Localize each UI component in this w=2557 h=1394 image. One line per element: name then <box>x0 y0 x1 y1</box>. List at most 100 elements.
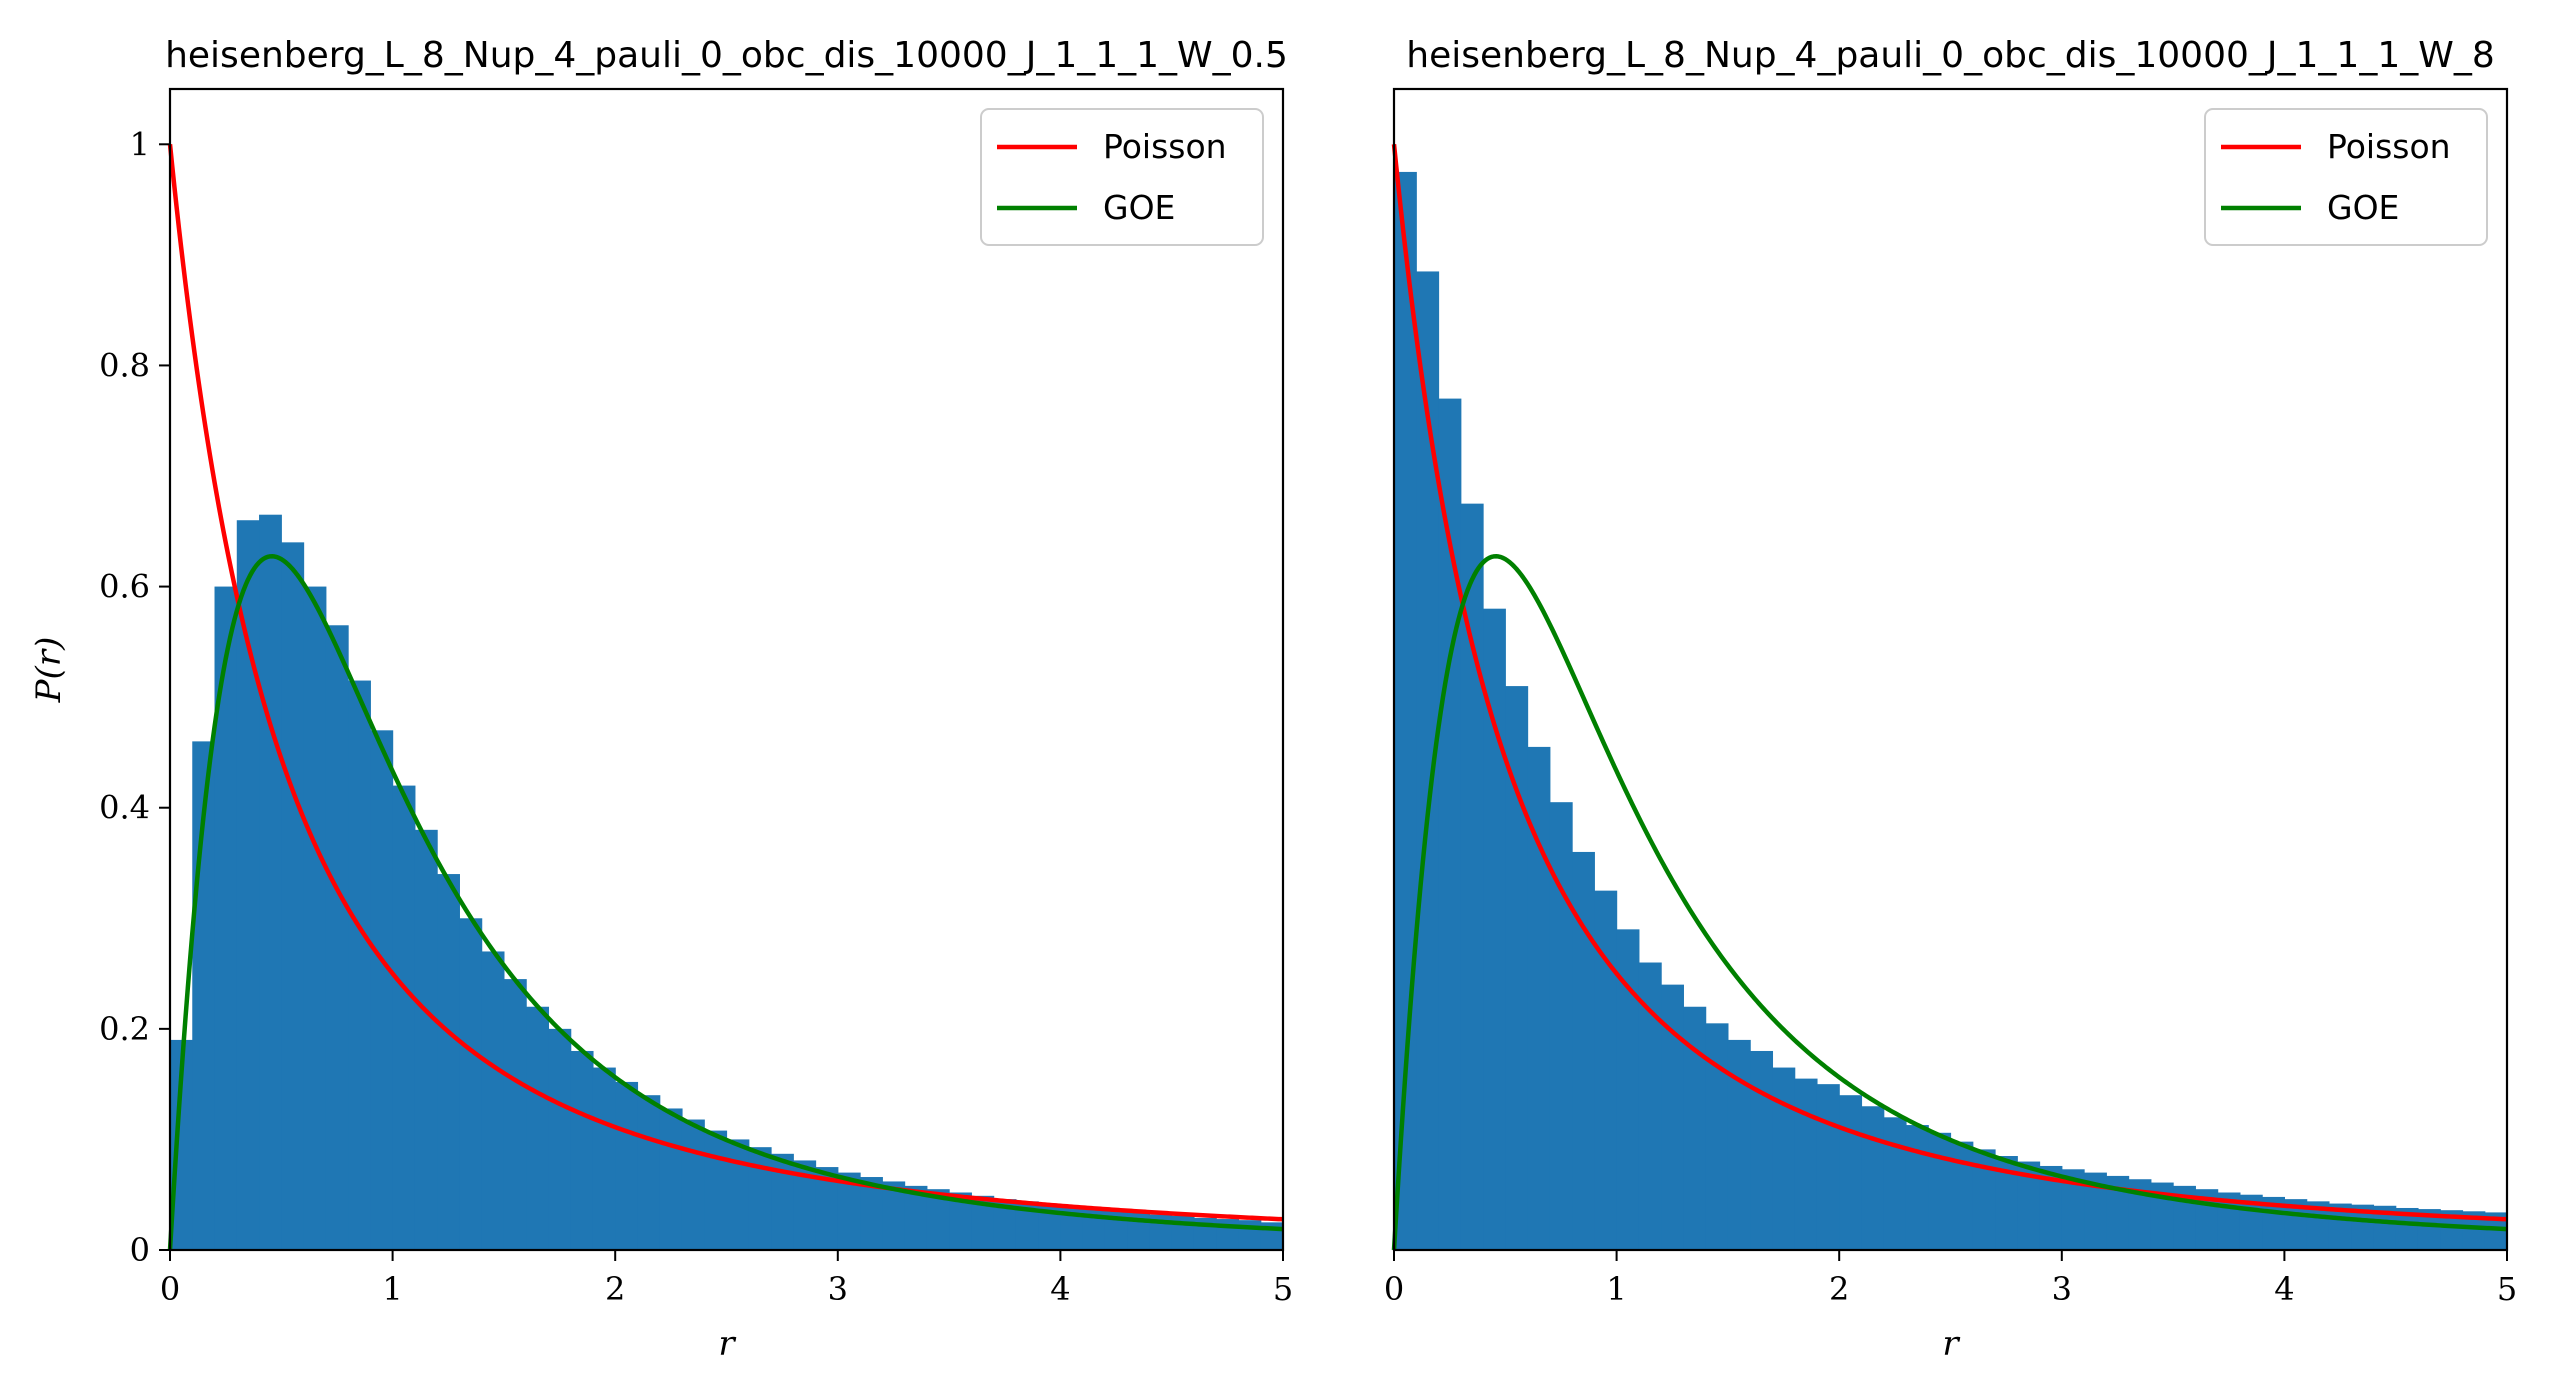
histogram-bar <box>1972 1149 1996 1250</box>
histogram-bar <box>526 1006 550 1250</box>
histogram-bar <box>1928 1132 1952 1250</box>
histogram-bar <box>2395 1207 2419 1250</box>
histogram-bar <box>259 514 282 1250</box>
histogram-bar <box>1883 1117 1907 1250</box>
axes-frame <box>168 87 1285 1252</box>
histogram-bar <box>748 1147 772 1250</box>
histogram-bar <box>503 979 527 1250</box>
histogram-bar <box>1594 890 1618 1250</box>
legend-box <box>2204 108 2488 246</box>
histogram-bar <box>2106 1175 2130 1250</box>
histogram-bar <box>1505 686 1529 1250</box>
histogram-bar <box>1750 1050 1774 1250</box>
histogram-bar <box>949 1192 972 1250</box>
histogram-bar <box>2084 1172 2107 1250</box>
goe-curve-line <box>1391 554 2508 1251</box>
histogram-bar <box>370 730 394 1250</box>
histogram-bar <box>904 1185 928 1250</box>
histogram-bar <box>2061 1169 2085 1250</box>
histogram-bar <box>659 1108 683 1250</box>
histogram-bar <box>1616 929 1640 1250</box>
y-tick-label: 0.2 <box>99 1010 150 1048</box>
histogram-bar <box>1995 1156 2018 1250</box>
chart-title: heisenberg_L_8_Nup_4_pauli_0_obc_dis_100… <box>1406 35 2494 76</box>
histogram-bar <box>726 1139 750 1250</box>
poisson-legend-label: Poisson <box>1103 127 1227 166</box>
y-tick-label: 0.4 <box>99 789 150 827</box>
histogram-bar <box>1527 746 1551 1250</box>
histogram-bar <box>2017 1161 2041 1250</box>
histogram-bar <box>1015 1201 1039 1250</box>
histogram-bar <box>570 1050 594 1250</box>
axes-frame <box>1392 87 2509 1252</box>
histogram-bar <box>2462 1211 2486 1250</box>
histogram-bar <box>1438 398 1462 1251</box>
histogram-bar <box>303 586 327 1250</box>
histogram-bar <box>325 625 349 1250</box>
histogram-bar <box>548 1028 572 1250</box>
x-axis-label: r <box>1942 1324 1960 1364</box>
histogram-bar <box>926 1189 950 1250</box>
histogram-bar <box>1661 984 1684 1250</box>
y-axis-label: P(r) <box>29 637 69 704</box>
histogram-bar <box>1460 503 1484 1251</box>
histogram-bar <box>1683 1006 1707 1250</box>
histogram-bar <box>481 951 505 1250</box>
histogram-bar <box>348 680 371 1250</box>
histogram-bar <box>1638 962 1662 1250</box>
legend: Poisson GOE <box>2204 108 2488 246</box>
histogram-bar <box>214 586 238 1250</box>
histogram-bar <box>860 1177 883 1250</box>
histogram-bar <box>1483 608 1506 1250</box>
legend-box <box>980 108 1264 246</box>
x-tick-label: 5 <box>2497 1270 2517 1308</box>
goe-legend-label: GOE <box>2327 188 2399 227</box>
histogram-bar <box>414 829 438 1250</box>
histogram-bar <box>170 1039 193 1250</box>
poisson-curve-line <box>167 144 1284 1222</box>
histogram-bar <box>637 1095 661 1250</box>
histogram-bar <box>392 785 416 1250</box>
histogram-bar <box>2484 1212 2508 1250</box>
x-tick-label: 5 <box>1273 1270 1293 1308</box>
histogram-bar <box>1549 802 1573 1250</box>
histogram-bar <box>793 1160 817 1250</box>
x-tick-label: 0 <box>160 1270 180 1308</box>
histogram-bar <box>2351 1204 2375 1250</box>
histogram-bar <box>1416 271 1440 1250</box>
histogram-bar <box>993 1199 1017 1250</box>
x-tick-label: 1 <box>382 1270 402 1308</box>
y-tick-label: 0.6 <box>99 568 150 606</box>
histogram-bar <box>2373 1205 2397 1250</box>
histogram-bar <box>2306 1201 2330 1250</box>
x-tick-label: 2 <box>1829 1270 1849 1308</box>
x-tick-label: 1 <box>1606 1270 1626 1308</box>
histogram-bar <box>771 1153 794 1250</box>
goe-curve-line <box>167 554 1284 1251</box>
histogram-bar <box>681 1119 705 1250</box>
goe-legend-label: GOE <box>1103 188 1175 227</box>
histogram-bar <box>2039 1165 2063 1250</box>
poisson-legend-label: Poisson <box>2327 127 2451 166</box>
histogram-bar <box>615 1081 639 1250</box>
histogram-bar <box>1572 851 1595 1250</box>
x-axis-label: r <box>718 1324 736 1364</box>
y-tick-label: 0.8 <box>99 346 150 384</box>
histogram-bar <box>592 1067 616 1250</box>
histogram-bar <box>459 918 483 1250</box>
histogram-bar <box>281 542 305 1250</box>
histogram-bar <box>1038 1203 1061 1250</box>
y-tick-label: 1 <box>130 125 150 163</box>
histogram-bar <box>1816 1084 1840 1250</box>
x-tick-label: 3 <box>828 1270 848 1308</box>
histogram-bar <box>2128 1179 2152 1250</box>
histogram-bar <box>1705 1023 1729 1250</box>
histogram-bar <box>882 1181 906 1250</box>
x-tick-label: 4 <box>1050 1270 1070 1308</box>
histogram-bar <box>2328 1203 2352 1250</box>
legend: Poisson GOE <box>980 108 1264 246</box>
histogram-bar <box>815 1167 839 1250</box>
histogram-bar <box>1238 1220 1262 1250</box>
x-tick-label: 0 <box>1384 1270 1404 1308</box>
